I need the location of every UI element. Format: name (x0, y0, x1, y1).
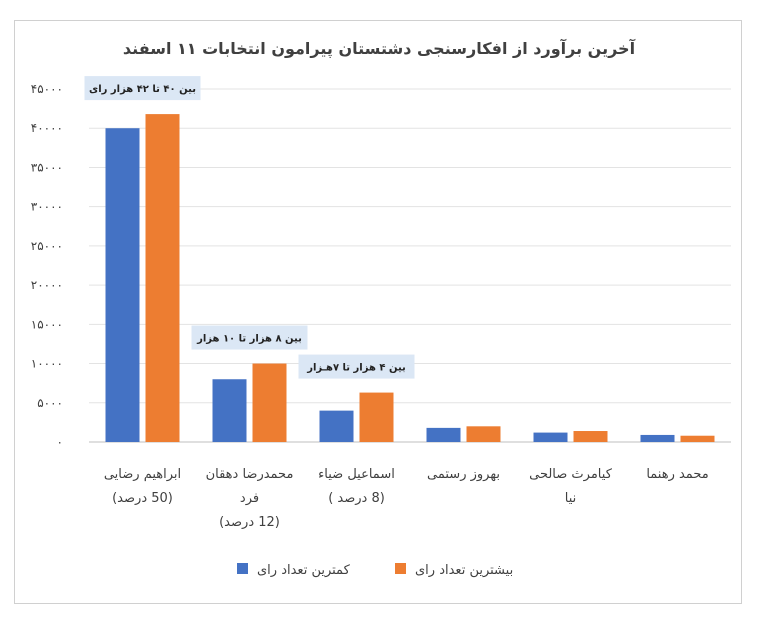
category-label: نیا (565, 491, 577, 506)
category-label: کیامرث صالحی (529, 467, 613, 482)
y-tick-label: ۰ (57, 435, 63, 449)
bar-max-3 (466, 426, 501, 442)
bar-max-1 (252, 363, 287, 442)
category-label: (50 درصد) (112, 491, 173, 506)
category-label: (12 درصد) (219, 515, 280, 530)
category-label: محمدرضا دهقان (206, 467, 294, 482)
category-label: فرد (240, 491, 259, 506)
legend-label-1: بیشترین تعداد رای (415, 563, 513, 578)
annotation-label: بین ۴۰ تا ۴۲ هزار رای (89, 84, 196, 95)
y-tick-label: ۴۵۰۰۰ (31, 82, 63, 96)
annotation-box (298, 354, 415, 379)
bars (105, 114, 715, 442)
bar-min-4 (533, 432, 568, 442)
y-tick-label: ۳۵۰۰۰ (31, 160, 63, 174)
chart-title: آخرین برآورد از افکارسنجی دشتستان پیرامو… (123, 38, 636, 59)
y-tick-label: ۲۵۰۰۰ (31, 239, 63, 253)
annotation-box (191, 325, 308, 350)
bar-min-1 (212, 379, 247, 442)
y-tick-label: ۵۰۰۰ (37, 396, 63, 410)
annotations: بین ۴۰ تا ۴۲ هزار رای بین ۸ هزار تا ۱۰ هز… (84, 76, 415, 379)
bar-min-0 (105, 128, 140, 442)
legend-swatch-1 (395, 563, 406, 574)
category-label: اسماعیل ضیاء (318, 467, 395, 482)
y-tick-label: ۴۰۰۰۰ (31, 121, 63, 135)
category-label: محمد رهنما (646, 467, 708, 482)
legend: کمترین تعداد رای بیشترین تعداد رای (237, 563, 513, 578)
y-tick-label: ۱۰۰۰۰ (31, 357, 63, 371)
y-tick-label: ۱۵۰۰۰ (31, 317, 63, 331)
bar-chart: آخرین برآورد از افکارسنجی دشتستان پیرامو… (31, 38, 731, 578)
category-label: بهروز رستمی (427, 467, 500, 482)
bar-max-4 (573, 431, 608, 442)
y-axis: ۰ ۵۰۰۰ ۱۰۰۰۰ ۱۵۰۰۰ ۲۰۰۰۰ ۲۵۰۰۰ ۳۰۰۰۰ ۳۵۰۰۰ ۴۰۰۰۰… (31, 82, 63, 449)
x-axis: ابراهیم رضایی (50 درصد) محمدرضا دهقان فرد (1… (104, 467, 709, 530)
bar-min-2 (319, 410, 354, 442)
y-tick-label: ۲۰۰۰۰ (31, 278, 63, 292)
y-tick-label: ۳۰۰۰۰ (31, 200, 63, 214)
bar-min-5 (640, 434, 675, 442)
chart-frame: آخرین برآورد از افکارسنجی دشتستان پیرامو… (14, 20, 742, 604)
legend-label-0: کمترین تعداد رای (257, 563, 351, 578)
category-label: (8 درصد ) (328, 491, 385, 506)
bar-max-0 (145, 114, 180, 442)
bar-max-5 (680, 435, 715, 442)
bar-max-2 (359, 392, 394, 442)
bar-min-3 (426, 427, 461, 442)
annotation-label: بین ۸ هزار تا ۱۰ هزار (196, 334, 302, 345)
annotation-label: بین ۴ هزار تا ۷هـزار (306, 363, 406, 374)
annotation-box (84, 76, 201, 101)
category-label: ابراهیم رضایی (104, 467, 181, 482)
gridlines (89, 88, 731, 443)
legend-swatch-0 (237, 563, 248, 574)
